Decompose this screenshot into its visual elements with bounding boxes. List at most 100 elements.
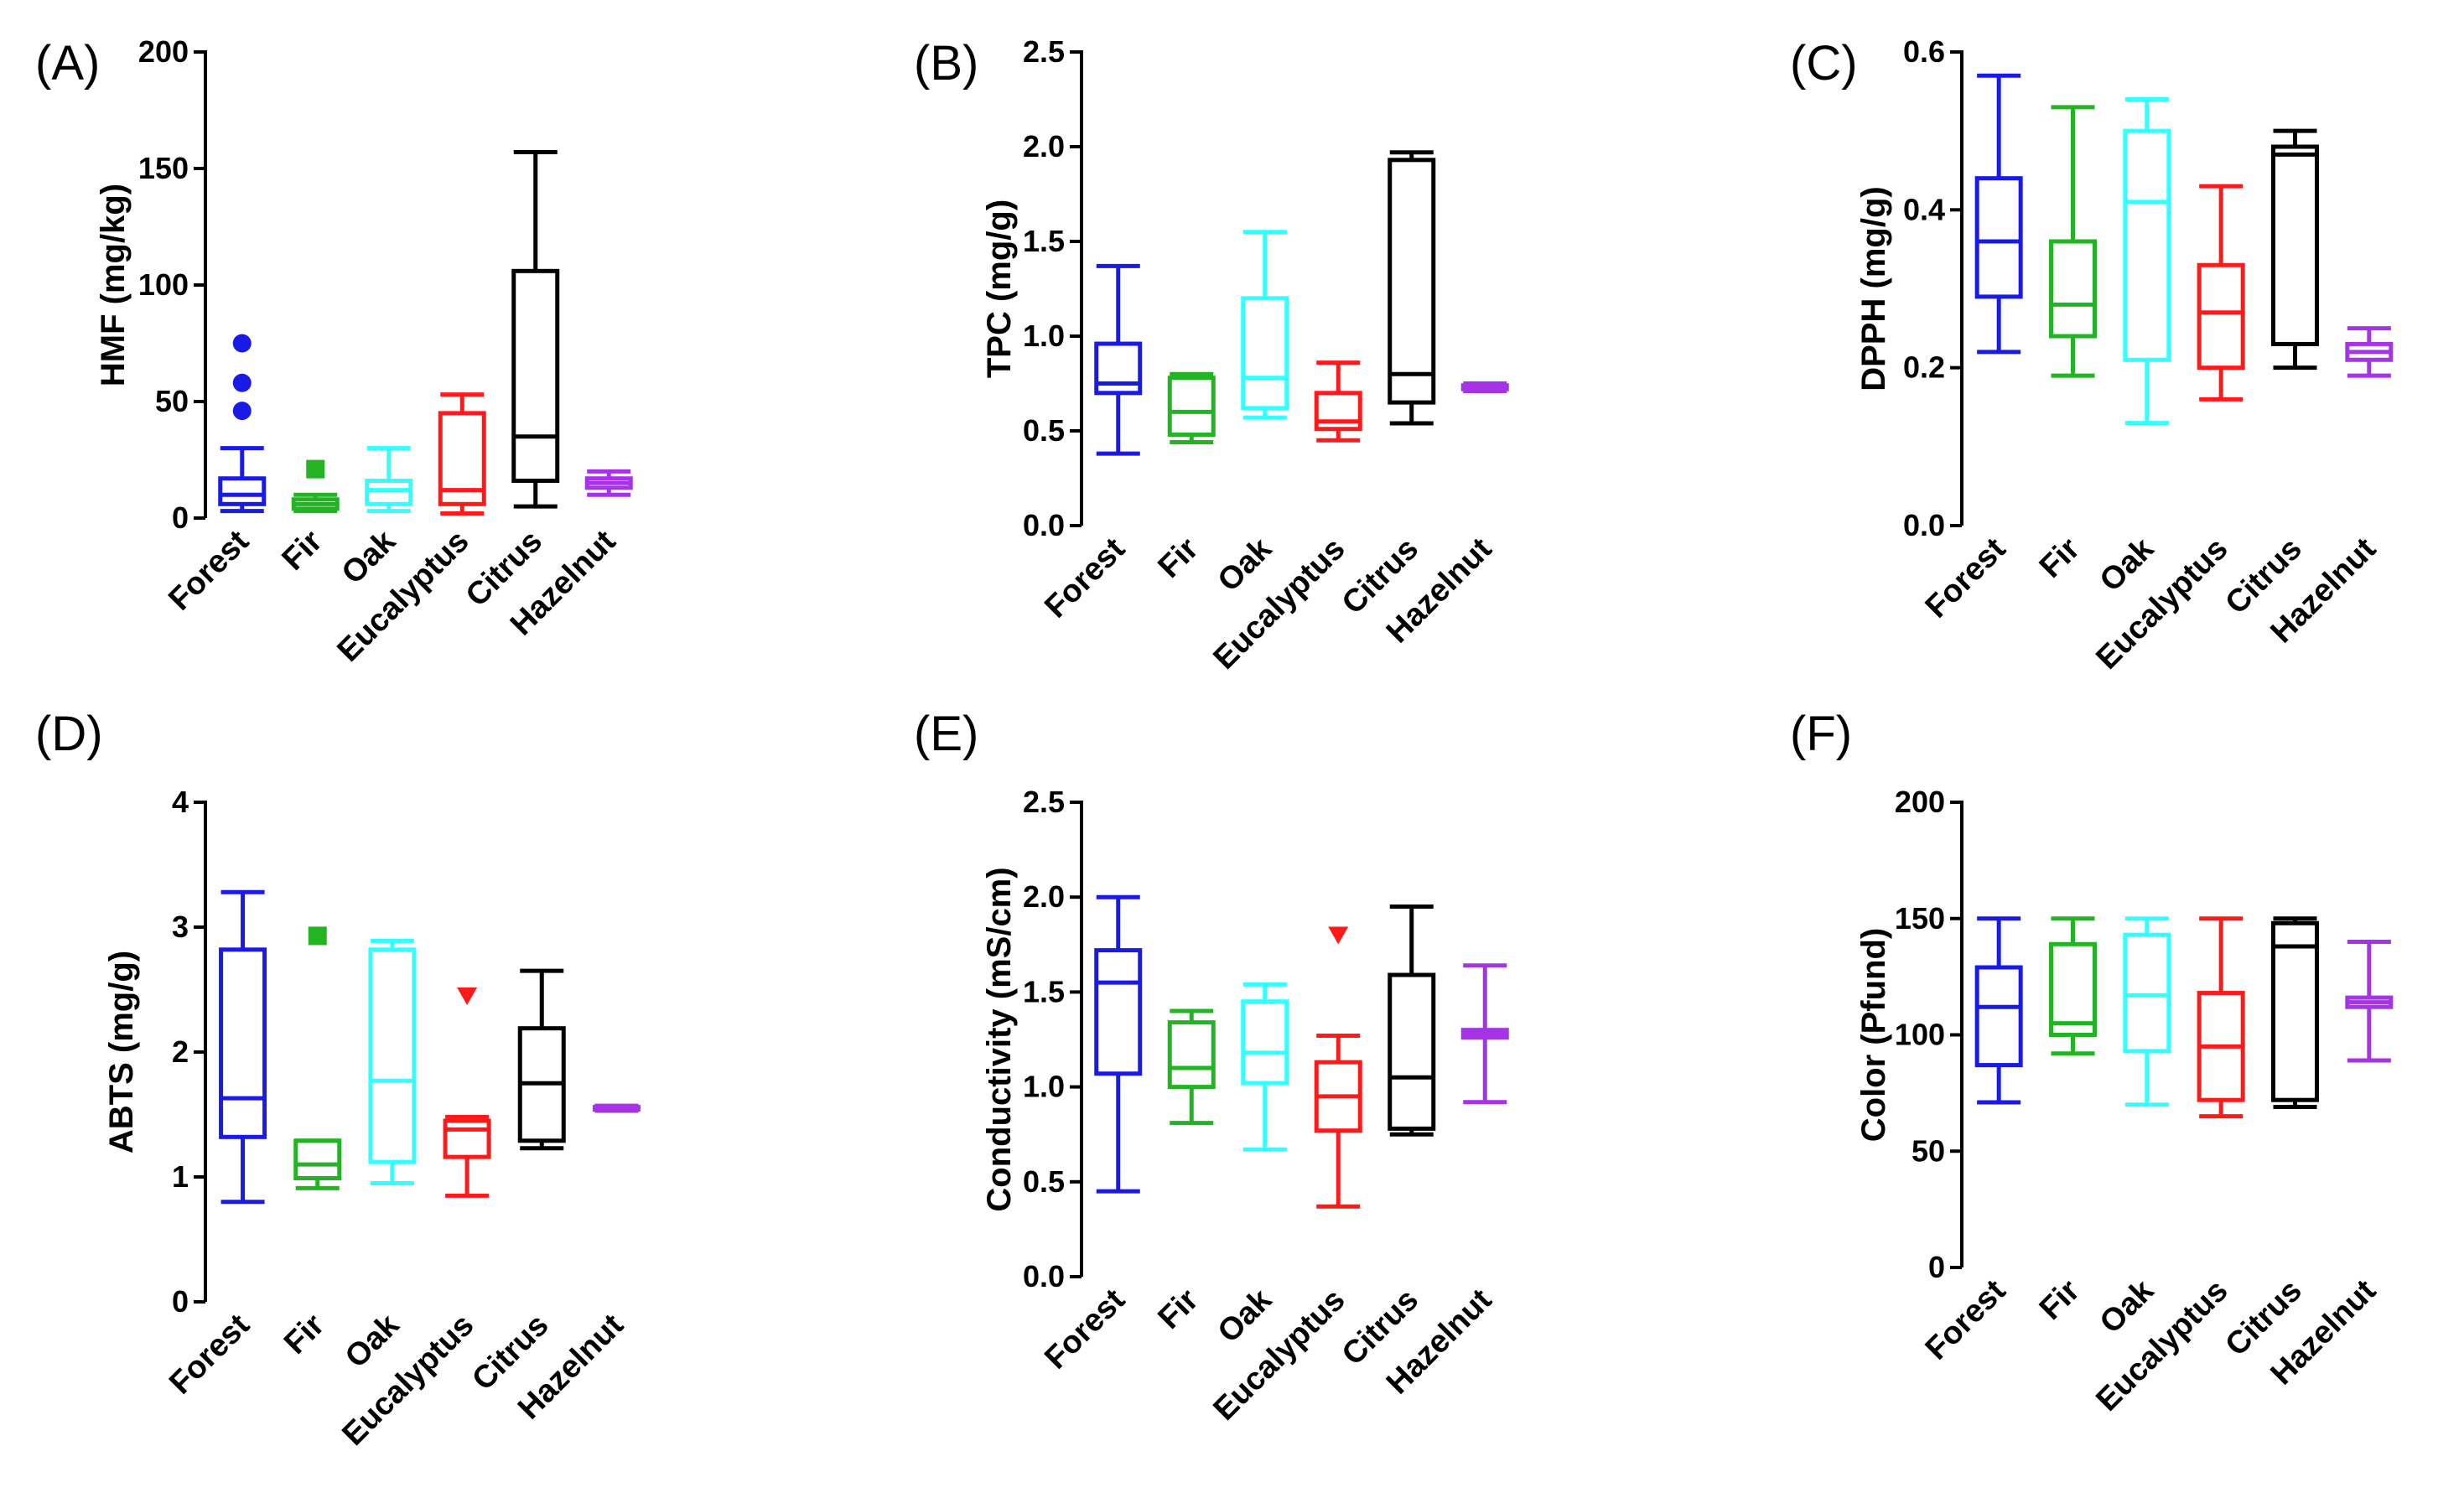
box-iqr (1388, 972, 1436, 1131)
box-citrus (1388, 150, 1436, 426)
box-hazelnut (2345, 326, 2394, 378)
panel-label: (D) (35, 707, 103, 761)
box-hazelnut (584, 469, 633, 497)
y-tick-label: 1 (172, 1159, 189, 1194)
box-iqr (1974, 965, 2023, 1068)
box-forest (1974, 916, 2023, 1105)
y-tick-label: 0.0 (1023, 508, 1065, 542)
y-axis-label: TPC (mg/g) (981, 200, 1018, 378)
box-forest (1094, 263, 1143, 456)
outlier-point (232, 373, 252, 392)
box-citrus (517, 968, 566, 1151)
outlier-point (457, 987, 478, 1005)
y-tick-label: 0 (1928, 1250, 1945, 1284)
box-citrus (2271, 916, 2319, 1110)
box-oak (1241, 982, 1289, 1152)
box-fir (291, 492, 340, 514)
box-eucalyptus (1314, 1033, 1362, 1209)
outlier-point (232, 334, 252, 353)
box-oak (2123, 97, 2171, 426)
box-iqr (218, 476, 267, 506)
box-iqr (365, 479, 413, 506)
y-tick-label: 150 (138, 151, 189, 185)
box-fir (2049, 916, 2097, 1056)
y-ticks: 0 50 100 150 200 (138, 34, 205, 535)
box-citrus (1388, 905, 1436, 1137)
y-tick-label: 0.0 (1903, 508, 1945, 542)
y-tick-label: 0.0 (1023, 1259, 1065, 1293)
y-tick-label: 1.0 (1023, 1070, 1065, 1104)
box-iqr (443, 1118, 491, 1159)
box-iqr (2123, 128, 2171, 362)
boxes (1094, 894, 1509, 1209)
box-citrus (511, 150, 560, 509)
y-tick-label: 50 (155, 384, 189, 418)
y-tick-label: 0.5 (1023, 413, 1065, 448)
box-fir (1167, 1008, 1216, 1126)
outlier-point (308, 926, 327, 946)
y-tick-label: 0.4 (1903, 192, 1945, 226)
y-tick-label: 1.5 (1023, 224, 1065, 258)
y-tick-label: 100 (138, 267, 189, 302)
box-fir (2049, 105, 2097, 378)
y-tick-label: 3 (172, 910, 189, 944)
box-iqr (1094, 948, 1143, 1076)
box-forest (1094, 894, 1143, 1194)
box-iqr (438, 411, 486, 506)
box-oak (365, 446, 413, 514)
box-oak (2123, 916, 2171, 1107)
panel-label: (C) (1790, 36, 1858, 91)
box-eucalyptus (2197, 184, 2245, 402)
box-forest (1974, 73, 2023, 355)
y-tick-label: 0 (172, 500, 189, 535)
y-axis-label: Conductivity (mS/cm) (981, 867, 1018, 1211)
box-iqr (1167, 376, 1216, 438)
y-tick-label: 0.2 (1903, 350, 1945, 385)
y-tick-label: 2.0 (1023, 879, 1065, 914)
box-forest (219, 889, 267, 1205)
outlier-point (232, 402, 252, 421)
box-citrus (2271, 128, 2319, 371)
boxes (1094, 150, 1509, 456)
boxes (1974, 916, 2394, 1119)
box-oak (368, 938, 417, 1185)
box-iqr (2049, 239, 2097, 339)
panel-label: (F) (1790, 707, 1852, 761)
box-iqr (1388, 158, 1436, 405)
y-axis-label: Color (Pfund) (1855, 928, 1892, 1143)
panel-label: (B) (914, 36, 978, 91)
boxes (219, 889, 641, 1205)
box-fir (293, 1138, 342, 1190)
box-iqr (219, 947, 267, 1139)
box-iqr (2197, 262, 2245, 371)
y-ticks: 0.0 0.2 0.4 0.6 (1903, 34, 1962, 542)
y-tick-label: 2.0 (1023, 129, 1065, 163)
box-hazelnut (592, 1103, 641, 1113)
box-hazelnut (2345, 940, 2394, 1063)
outlier-point (306, 459, 325, 479)
boxes (218, 150, 633, 516)
box-iqr (2049, 941, 2097, 1038)
box-iqr (1974, 176, 2023, 299)
box-iqr (1314, 391, 1362, 432)
y-tick-label: 0 (172, 1284, 189, 1319)
y-axis-label: DPPH (mg/g) (1855, 186, 1892, 391)
box-hazelnut (1460, 381, 1509, 394)
box-hazelnut (1460, 963, 1509, 1105)
y-tick-label: 100 (1895, 1018, 1945, 1052)
boxes (1974, 73, 2394, 426)
box-iqr (1094, 341, 1143, 396)
y-tick-label: 2.5 (1023, 34, 1065, 69)
y-tick-label: 4 (172, 785, 189, 819)
box-iqr (293, 1138, 342, 1180)
box-iqr (2271, 144, 2319, 346)
box-iqr (1167, 1020, 1216, 1090)
panel-label: (E) (914, 707, 978, 761)
y-tick-label: 200 (138, 34, 189, 69)
y-tick-label: 0.5 (1023, 1164, 1065, 1199)
outlier-point (1328, 926, 1349, 945)
y-ticks: 0.0 0.5 1.0 1.5 2.0 2.5 (1023, 34, 1082, 542)
y-ticks: 0.0 0.5 1.0 1.5 2.0 2.5 (1023, 785, 1082, 1293)
y-ticks: 0 50 100 150 200 (1895, 785, 1962, 1284)
